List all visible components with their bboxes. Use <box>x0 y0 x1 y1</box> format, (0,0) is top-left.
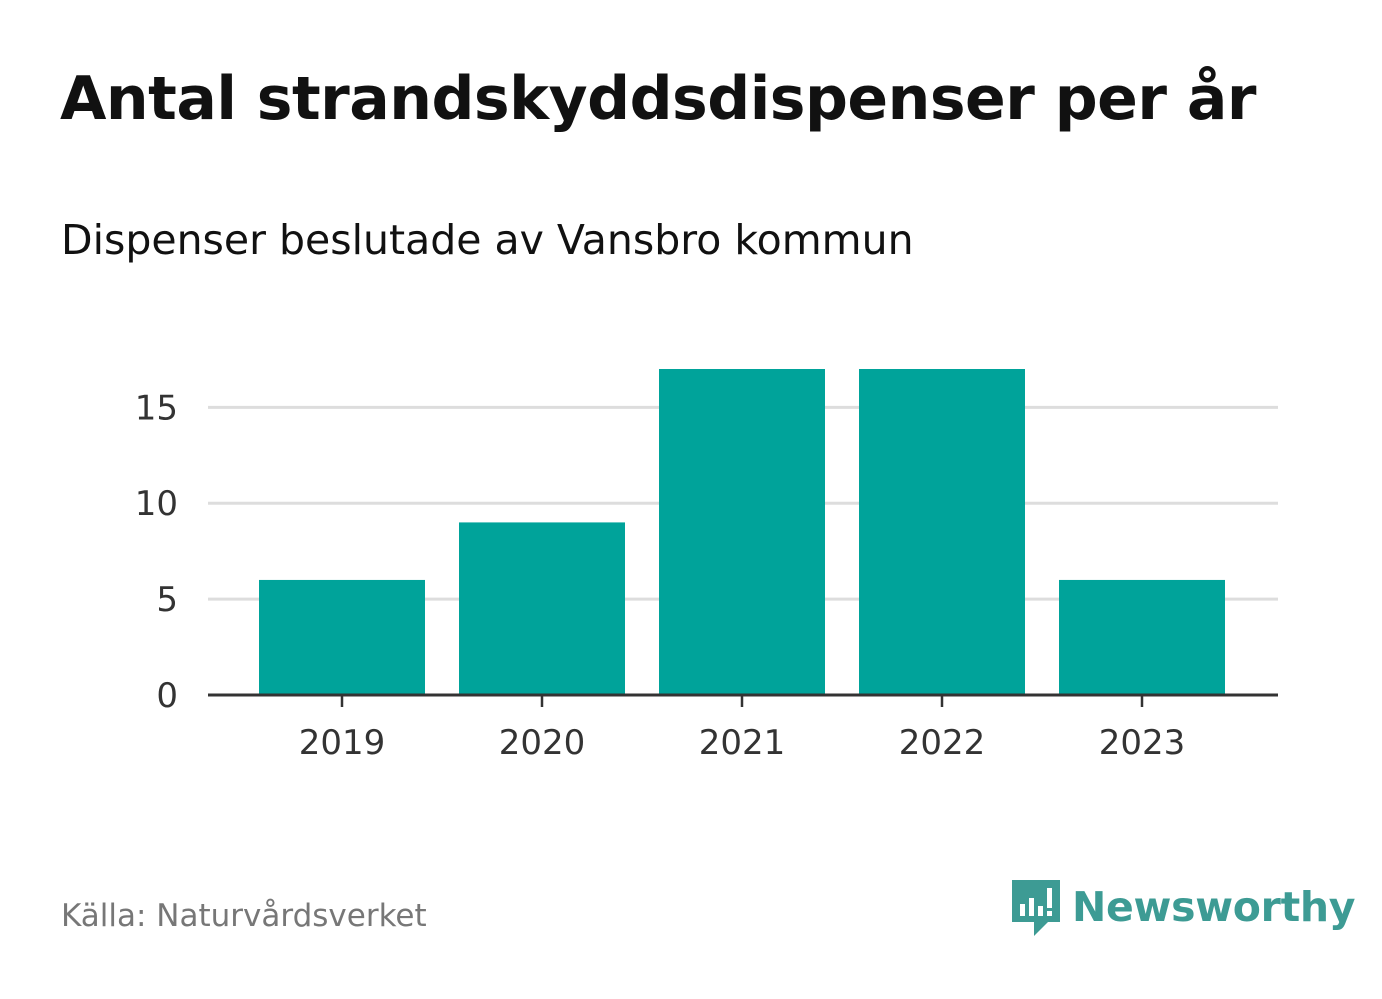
brand-logo: Newsworthy <box>1010 876 1355 938</box>
tick-labels: 0 5 10 15 2019 2020 2021 2022 2023 <box>135 388 1186 763</box>
y-tick-label-15: 15 <box>135 388 178 428</box>
chart-subtitle: Dispenser beslutade av Vansbro kommun <box>61 216 914 264</box>
bar-2020 <box>459 522 625 695</box>
x-tick-label-2019: 2019 <box>299 723 386 763</box>
chart-title: Antal strandskyddsdispenser per år <box>60 64 1256 134</box>
axes <box>208 693 1278 707</box>
y-tick-label-10: 10 <box>135 484 178 524</box>
x-tick-label-2021: 2021 <box>699 723 786 763</box>
bar-2023 <box>1059 579 1225 695</box>
x-tick-label-2023: 2023 <box>1099 723 1186 763</box>
bars <box>259 369 1225 695</box>
newsworthy-logo-icon <box>1012 880 1060 936</box>
bar-2019 <box>259 579 425 695</box>
source-note: Källa: Naturvårdsverket <box>61 898 427 934</box>
x-tick-label-2022: 2022 <box>899 723 986 763</box>
y-tick-label-0: 0 <box>156 676 178 716</box>
x-tick-label-2020: 2020 <box>499 723 586 763</box>
bar-2021 <box>659 369 825 695</box>
brand-name: Newsworthy <box>1072 883 1356 931</box>
y-tick-label-5: 5 <box>156 580 178 620</box>
bar-2022 <box>859 369 1025 695</box>
